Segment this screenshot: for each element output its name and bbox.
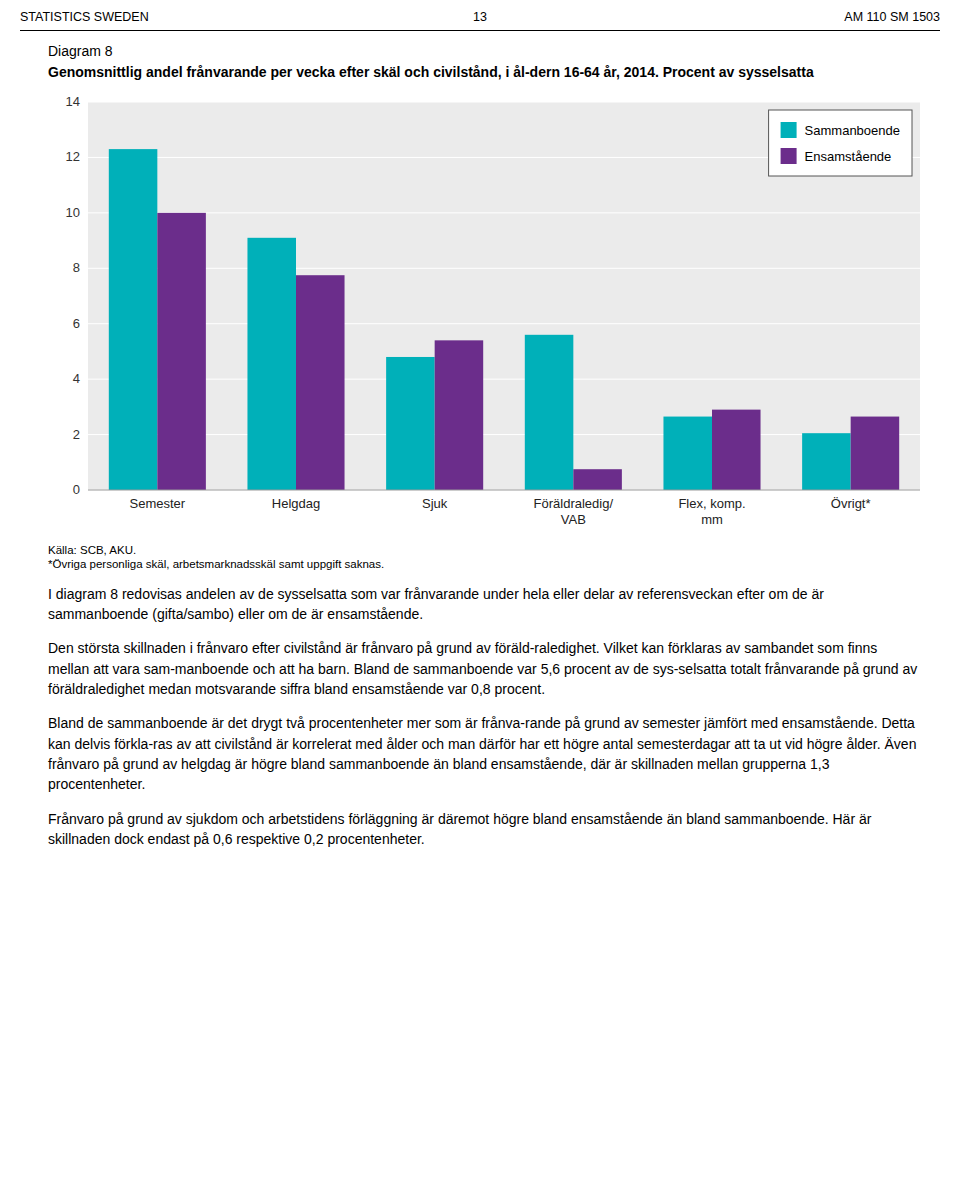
y-tick-label: 12 xyxy=(66,149,80,164)
bar xyxy=(802,433,851,490)
y-tick-label: 2 xyxy=(73,426,80,441)
y-tick-label: 10 xyxy=(66,205,80,220)
bar xyxy=(663,416,712,489)
bar xyxy=(851,416,900,489)
grid-line xyxy=(88,489,920,490)
chart: 0 2 4 6 8 10 12 14 Semester Helgdag Sjuk Föräldrale… xyxy=(48,92,928,542)
legend-swatch xyxy=(781,122,797,138)
grid-line xyxy=(88,268,920,269)
legend-swatch xyxy=(781,148,797,164)
chart-note: *Övriga personliga skäl, arbetsmarknadss… xyxy=(48,558,922,570)
grid-line xyxy=(88,379,920,380)
bar xyxy=(296,275,345,490)
x-tick-label: Semester xyxy=(130,496,186,511)
chart-note: Källa: SCB, AKU. xyxy=(48,544,922,556)
bars xyxy=(109,149,899,490)
y-tick-label: 8 xyxy=(73,260,80,275)
x-tick-label: Sjuk xyxy=(422,496,448,511)
bar xyxy=(157,213,206,490)
body-paragraph: Den största skillnaden i frånvaro efter … xyxy=(48,638,922,699)
y-tick-label: 0 xyxy=(73,482,80,497)
grid-line xyxy=(88,101,920,102)
x-tick-label: Övrigt* xyxy=(831,496,871,511)
y-tick-label: 14 xyxy=(66,94,80,109)
page: STATISTICS SWEDEN13AM 110 SM 1503 Diagram… xyxy=(0,0,960,859)
content: Diagram 8 Genomsnittlig andel frånvarande… xyxy=(20,43,940,849)
bar xyxy=(109,149,158,490)
bar xyxy=(712,410,761,490)
header-left: STATISTICS SWEDEN xyxy=(20,10,327,24)
x-axis-line xyxy=(88,489,920,490)
legend-label: Sammanboende xyxy=(805,123,900,138)
legend-label: Ensamstående xyxy=(805,149,892,164)
body-paragraph: Frånvaro på grund av sjukdom och arbetst… xyxy=(48,809,922,850)
chart-subtitle: Genomsnittlig andel frånvarande per veck… xyxy=(48,63,922,82)
bar xyxy=(525,335,574,490)
legend-box xyxy=(769,110,912,176)
x-tick-label: Helgdag xyxy=(272,496,320,511)
bar xyxy=(247,238,296,490)
y-tick-label: 4 xyxy=(73,371,80,386)
bar xyxy=(435,340,484,490)
header-right: AM 110 SM 1503 xyxy=(633,10,940,24)
bar xyxy=(573,469,622,490)
bar xyxy=(386,357,435,490)
legend: Sammanboende Ensamstående xyxy=(769,110,912,176)
plot-background xyxy=(88,102,920,490)
body-paragraph: I diagram 8 redovisas andelen av de syss… xyxy=(48,584,922,625)
grid-line xyxy=(88,212,920,213)
page-header: STATISTICS SWEDEN13AM 110 SM 1503 xyxy=(20,10,940,31)
grid-line xyxy=(88,323,920,324)
body-paragraph: Bland de sammanboende är det drygt två p… xyxy=(48,713,922,794)
header-center: 13 xyxy=(327,10,634,24)
grid-line xyxy=(88,434,920,435)
y-tick-label: 6 xyxy=(73,316,80,331)
chart-title: Diagram 8 xyxy=(48,43,922,59)
x-tick-label: Föräldraledig/VAB xyxy=(534,496,614,527)
x-tick-label: Flex, komp.mm xyxy=(678,496,745,527)
